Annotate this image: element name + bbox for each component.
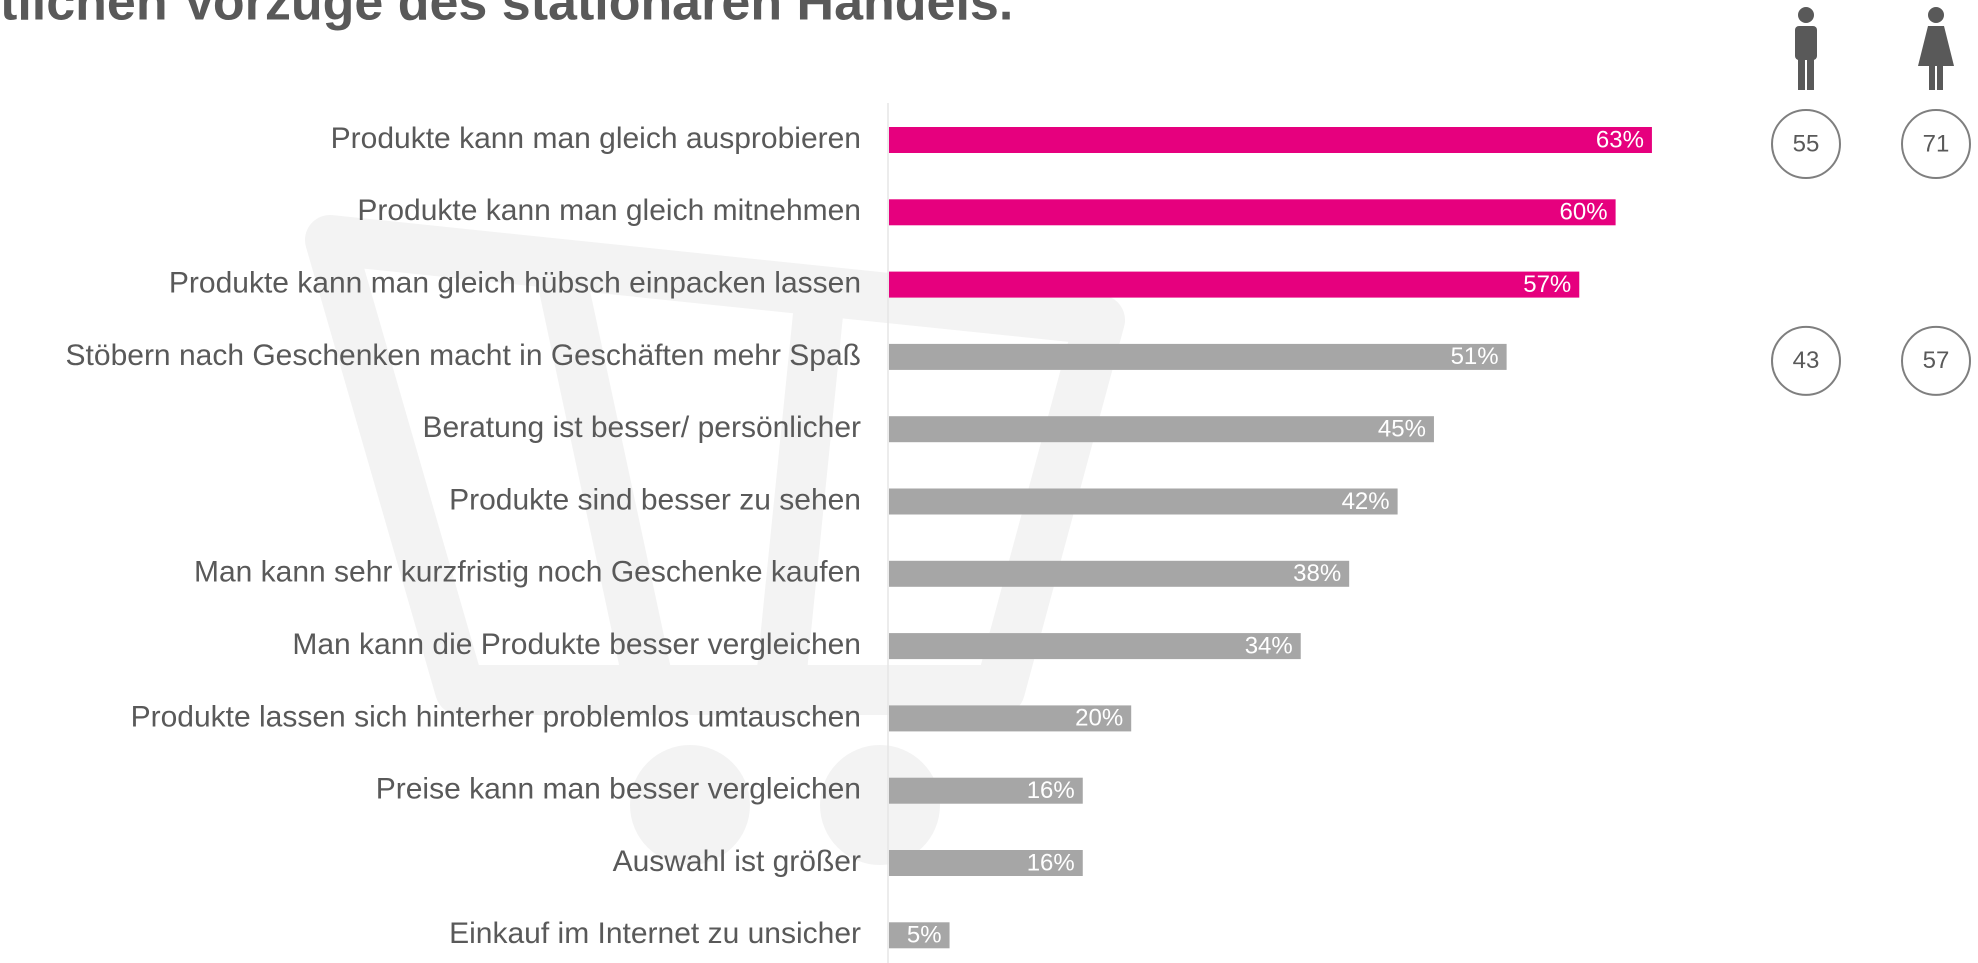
category-label: Stöbern nach Geschenken macht in Geschäf… [66, 339, 861, 372]
bar [889, 922, 950, 949]
value-label: 20% [1075, 705, 1123, 732]
bar [889, 127, 1652, 153]
category-label: Man kann die Produkte besser vergleichen [292, 628, 861, 661]
category-label: Auswahl ist größer [613, 845, 861, 878]
man-icon [1795, 7, 1817, 90]
value-label: 57% [1523, 271, 1571, 298]
category-label: Produkte sind besser zu sehen [449, 483, 861, 516]
category-label: Einkauf im Internet zu unsicher [449, 917, 861, 950]
cart-wheels [630, 745, 940, 865]
bar [889, 199, 1616, 226]
bar [889, 850, 1083, 876]
bar [889, 343, 1507, 370]
category-label: Man kann sehr kurzfristig noch Geschenke… [194, 556, 861, 589]
value-label: 5% [907, 922, 942, 949]
value-label: 16% [1027, 849, 1075, 876]
value-label: 51% [1451, 343, 1499, 370]
value-label: 34% [1245, 632, 1293, 659]
category-label: Produkte lassen sich hinterher problemlo… [131, 700, 861, 733]
men-value: 55 [1793, 130, 1820, 157]
value-label: 45% [1378, 416, 1426, 443]
category-label: Produkte kann man gleich mitnehmen [357, 194, 861, 227]
bar [889, 271, 1580, 298]
value-label: 16% [1027, 777, 1075, 804]
men-circle [1771, 325, 1841, 396]
value-label: 38% [1293, 560, 1341, 587]
bar [889, 705, 1132, 732]
category-label: Produkte kann man gleich ausprobieren [331, 122, 861, 155]
value-label: 60% [1560, 199, 1608, 226]
bar [889, 416, 1434, 443]
bar [889, 488, 1398, 515]
value-label: 42% [1342, 488, 1390, 515]
bar [889, 560, 1350, 587]
category-label: Produkte kann man gleich hübsch einpacke… [169, 267, 861, 300]
bar [889, 777, 1083, 804]
women-value: 71 [1923, 130, 1950, 157]
category-label: Beratung ist besser/ persönlicher [422, 411, 861, 444]
bar [889, 633, 1301, 660]
women-circle [1901, 325, 1971, 396]
woman-icon [1918, 7, 1954, 90]
women-value: 57 [1923, 347, 1950, 374]
chart-title: tlichen Vorzüge des stationären Handels. [0, 0, 1013, 32]
category-label: Preise kann man besser vergleichen [376, 773, 861, 806]
men-circle [1771, 109, 1841, 179]
women-circle [1901, 109, 1971, 179]
cart-watermark [305, 215, 1125, 715]
value-label: 63% [1596, 126, 1644, 153]
men-value: 43 [1793, 347, 1820, 374]
